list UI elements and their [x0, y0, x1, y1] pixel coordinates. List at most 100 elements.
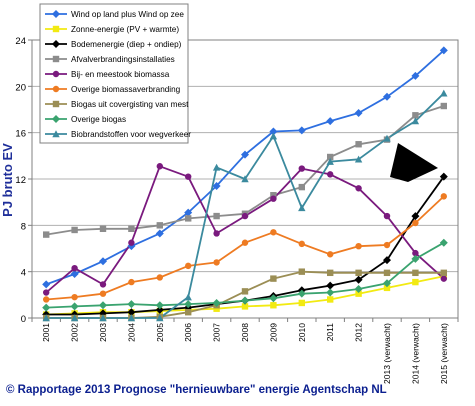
data-point — [213, 212, 220, 220]
legend-label: Wind op land plus Wind op zee — [71, 10, 184, 19]
data-point — [185, 309, 192, 316]
data-point — [212, 181, 221, 190]
data-point — [355, 141, 362, 148]
data-point — [355, 290, 362, 297]
data-point — [439, 46, 448, 55]
legend-swatch-marker — [52, 70, 60, 78]
x-tick-label: 2014 (verwacht) — [410, 323, 420, 384]
data-point — [241, 239, 249, 246]
data-point — [185, 173, 192, 180]
legend-label: Bij- en meestook biomassa — [71, 70, 170, 79]
legend-swatch-marker — [52, 115, 60, 123]
data-point — [269, 132, 278, 140]
y-tick-label: 0 — [21, 314, 26, 325]
x-tick-label: 2011 — [325, 323, 335, 342]
data-point — [42, 280, 51, 289]
data-point — [184, 293, 192, 301]
source-credit: © Rapportage 2013 Prognose "hernieuwbare… — [6, 384, 387, 396]
legend-label: Biobrandstoffen voor wegverkeer — [71, 130, 191, 139]
data-point — [411, 254, 420, 263]
data-point — [184, 300, 193, 309]
legend-swatch-marker — [52, 10, 60, 18]
data-point — [440, 269, 447, 277]
data-point — [70, 269, 79, 278]
x-tick-label: 2007 — [212, 323, 222, 342]
data-point — [127, 308, 136, 317]
data-point — [155, 301, 164, 310]
data-point — [298, 299, 305, 307]
data-point — [440, 193, 447, 200]
data-point — [212, 298, 221, 307]
x-tick-label: 2013 (verwacht) — [382, 323, 392, 384]
data-point — [270, 302, 277, 309]
data-point — [326, 117, 335, 126]
data-point — [99, 301, 107, 310]
data-point — [355, 242, 362, 250]
data-point — [298, 240, 305, 248]
data-point — [412, 269, 419, 277]
data-point — [269, 127, 278, 136]
data-point — [383, 256, 391, 265]
black-arrow-pointer — [390, 143, 438, 182]
data-point — [327, 171, 334, 178]
data-point — [42, 303, 51, 312]
data-point — [270, 195, 277, 202]
data-point — [354, 155, 363, 163]
data-point — [155, 305, 164, 314]
x-tick-label: 2015 (verwacht) — [439, 323, 449, 384]
data-point — [99, 281, 107, 288]
x-tick-label: 2009 — [268, 323, 278, 342]
data-point — [99, 314, 107, 322]
legend-label: Overige biomassaverbranding — [71, 85, 181, 94]
y-tick-label: 12 — [15, 175, 26, 186]
data-point — [440, 102, 447, 110]
y-axis-label: PJ bruto EV — [0, 143, 15, 217]
data-point — [412, 112, 419, 119]
data-point — [440, 275, 447, 282]
data-point — [383, 269, 391, 277]
data-point — [42, 314, 50, 322]
data-point — [412, 219, 419, 227]
legend-swatch-marker — [52, 55, 60, 63]
x-tick-label: 2005 — [155, 323, 165, 342]
data-point — [241, 288, 249, 295]
data-point — [99, 290, 107, 297]
data-point — [185, 262, 192, 270]
data-point — [213, 259, 220, 266]
y-axis-ticks: 0 4 8 12 16 20 24 — [15, 36, 32, 325]
x-axis-ticks: 2001 2002 2003 2004 2005 2006 2007 2008 2009 2010… — [31, 318, 459, 384]
y-tick-label: 20 — [15, 82, 26, 93]
data-point — [355, 185, 362, 192]
data-point — [439, 238, 448, 247]
x-tick-label: 2010 — [297, 323, 307, 342]
data-point — [383, 279, 391, 288]
x-tick-label: 2008 — [240, 323, 250, 342]
legend-swatch-marker — [52, 85, 60, 93]
data-point — [298, 165, 305, 172]
data-point — [354, 108, 363, 117]
data-point — [327, 296, 334, 303]
data-point — [298, 183, 305, 191]
data-point — [327, 269, 334, 277]
data-point — [156, 222, 163, 229]
data-point — [241, 150, 249, 159]
series-markers — [42, 46, 448, 322]
data-point — [270, 229, 277, 236]
data-point — [241, 296, 249, 305]
data-point — [71, 293, 78, 301]
y-tick-label: 8 — [21, 221, 26, 232]
data-point — [43, 231, 50, 238]
data-point — [326, 288, 335, 297]
data-point — [156, 163, 163, 170]
data-point — [241, 303, 249, 310]
data-point — [70, 302, 79, 311]
data-point — [439, 172, 448, 181]
data-point — [213, 230, 220, 237]
data-point — [327, 153, 334, 161]
data-point — [383, 241, 391, 249]
data-point — [71, 226, 78, 234]
data-point — [212, 163, 221, 171]
legend-label: Zonne-energie (PV + warmte) — [71, 25, 179, 34]
y-tick-label: 4 — [21, 268, 26, 279]
